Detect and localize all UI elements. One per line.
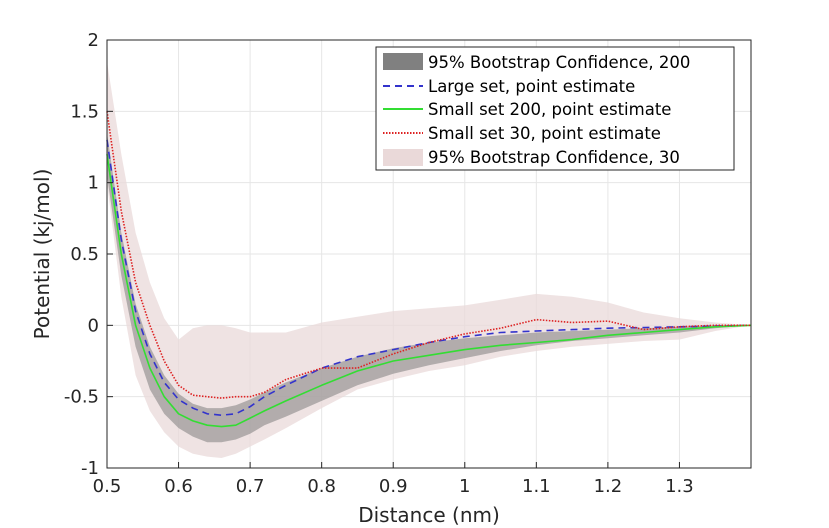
legend-swatch-band-30 [383, 149, 423, 166]
legend-swatch-band-200 [383, 53, 423, 70]
y-tick-label: 1 [88, 173, 99, 194]
legend-item-large-set: Large set, point estimate [383, 77, 635, 96]
x-tick-label: 0.8 [307, 476, 336, 497]
legend-label-band-200: 95% Bootstrap Confidence, 200 [428, 53, 690, 72]
x-tick-label: 0.6 [164, 476, 193, 497]
confidence-band-30 [107, 61, 751, 459]
y-tick-label: 0.5 [70, 244, 99, 265]
y-tick-label: -1 [81, 458, 99, 479]
x-tick-label: 1.1 [522, 476, 551, 497]
x-tick-label: 0.9 [379, 476, 408, 497]
legend: 95% Bootstrap Confidence, 200 Large set,… [375, 46, 735, 171]
series-lines [106, 111, 752, 428]
x-tick-label: 1.2 [594, 476, 623, 497]
y-tick-label: 1.5 [70, 101, 99, 122]
x-tick-label: 1 [459, 476, 470, 497]
legend-item-small-30: Small set 30, point estimate [383, 124, 661, 143]
legend-box [375, 46, 735, 171]
series-line-large-set [106, 139, 752, 416]
legend-item-band-30: 95% Bootstrap Confidence, 30 [383, 148, 680, 167]
x-tick-label: 1.3 [665, 476, 694, 497]
x-tick-label: 0.7 [236, 476, 265, 497]
y-tick-label: 0 [88, 315, 99, 336]
x-tick-label: 0.5 [93, 476, 122, 497]
series-line-small-30 [106, 111, 751, 399]
confidence-band-200 [107, 132, 751, 443]
legend-item-band-200: 95% Bootstrap Confidence, 200 [383, 53, 690, 72]
legend-label-small-30: Small set 30, point estimate [428, 124, 661, 143]
legend-item-small-200: Small set 200, point estimate [383, 100, 671, 119]
y-tick-label: 2 [88, 30, 99, 51]
series-line-small-200 [106, 153, 752, 428]
x-axis-title: Distance (nm) [358, 503, 500, 527]
y-axis-title: Potential (kj/mol) [30, 169, 54, 340]
ticks: 0.5 0.6 0.7 0.8 0.9 1 1.1 1.2 1.3 -1 -0.5 0 0.5 1 1.5 2 [64, 30, 694, 497]
y-tick-label: -0.5 [64, 387, 99, 408]
legend-label-small-200: Small set 200, point estimate [428, 100, 671, 119]
legend-label-large-set: Large set, point estimate [428, 77, 635, 96]
legend-label-band-30: 95% Bootstrap Confidence, 30 [428, 148, 680, 167]
confidence-bands [107, 61, 751, 459]
